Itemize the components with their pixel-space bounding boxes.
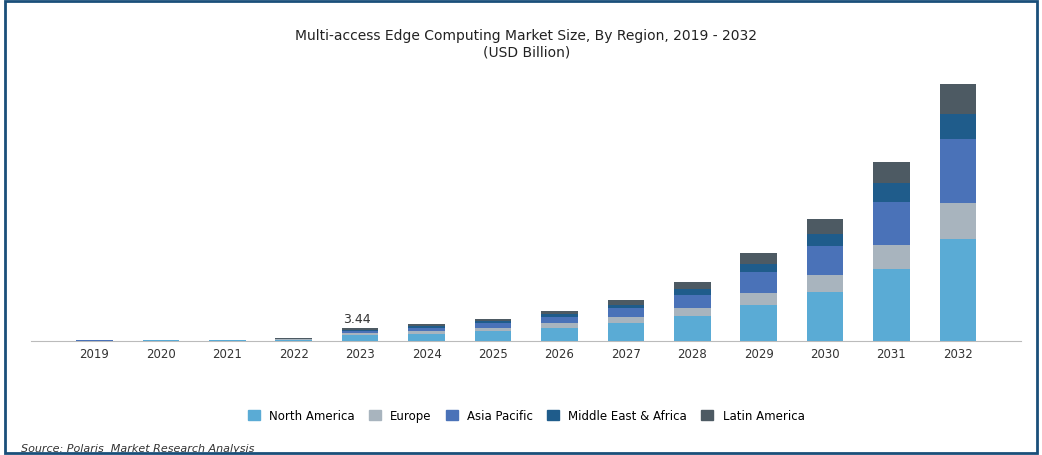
Bar (807, 275, 843, 293)
Bar (873, 184, 910, 202)
Bar (741, 305, 777, 341)
Bar (873, 202, 910, 245)
Bar (940, 204, 976, 240)
Bar (408, 332, 445, 334)
Bar (940, 115, 976, 140)
Bar (475, 322, 512, 324)
Bar (607, 300, 644, 305)
Bar (408, 334, 445, 341)
Bar (342, 330, 378, 331)
Bar (408, 328, 445, 332)
Bar (408, 327, 445, 328)
Bar (541, 318, 577, 324)
Bar (873, 245, 910, 270)
Bar (674, 295, 711, 308)
Bar (607, 323, 644, 341)
Bar (408, 325, 445, 327)
Bar (674, 283, 711, 290)
Bar (741, 273, 777, 293)
Bar (475, 332, 512, 341)
Bar (674, 308, 711, 317)
Bar (807, 246, 843, 275)
Bar (475, 328, 512, 332)
Bar (807, 293, 843, 341)
Bar (607, 305, 644, 308)
Bar (541, 311, 577, 315)
Bar (741, 254, 777, 264)
Bar (873, 270, 910, 341)
Bar (674, 290, 711, 295)
Bar (541, 315, 577, 318)
Bar (342, 331, 378, 334)
Legend: North America, Europe, Asia Pacific, Middle East & Africa, Latin America: North America, Europe, Asia Pacific, Mid… (248, 409, 804, 422)
Bar (342, 329, 378, 330)
Bar (541, 324, 577, 328)
Bar (940, 85, 976, 115)
Bar (342, 336, 378, 341)
Title: Multi-access Edge Computing Market Size, By Region, 2019 - 2032
(USD Billion): Multi-access Edge Computing Market Size,… (295, 29, 758, 59)
Bar (674, 317, 711, 341)
Bar (807, 234, 843, 246)
Bar (741, 293, 777, 305)
Bar (275, 340, 312, 341)
Bar (940, 240, 976, 341)
Bar (475, 324, 512, 328)
Bar (541, 328, 577, 341)
Bar (873, 163, 910, 184)
Text: Source: Polaris  Market Research Analysis: Source: Polaris Market Research Analysis (21, 443, 254, 453)
Bar (209, 340, 246, 341)
Bar (940, 140, 976, 204)
Bar (607, 318, 644, 323)
Text: 3.44: 3.44 (343, 312, 371, 325)
Bar (807, 219, 843, 234)
Bar (342, 334, 378, 336)
Bar (741, 264, 777, 273)
Bar (607, 308, 644, 318)
Bar (475, 319, 512, 322)
